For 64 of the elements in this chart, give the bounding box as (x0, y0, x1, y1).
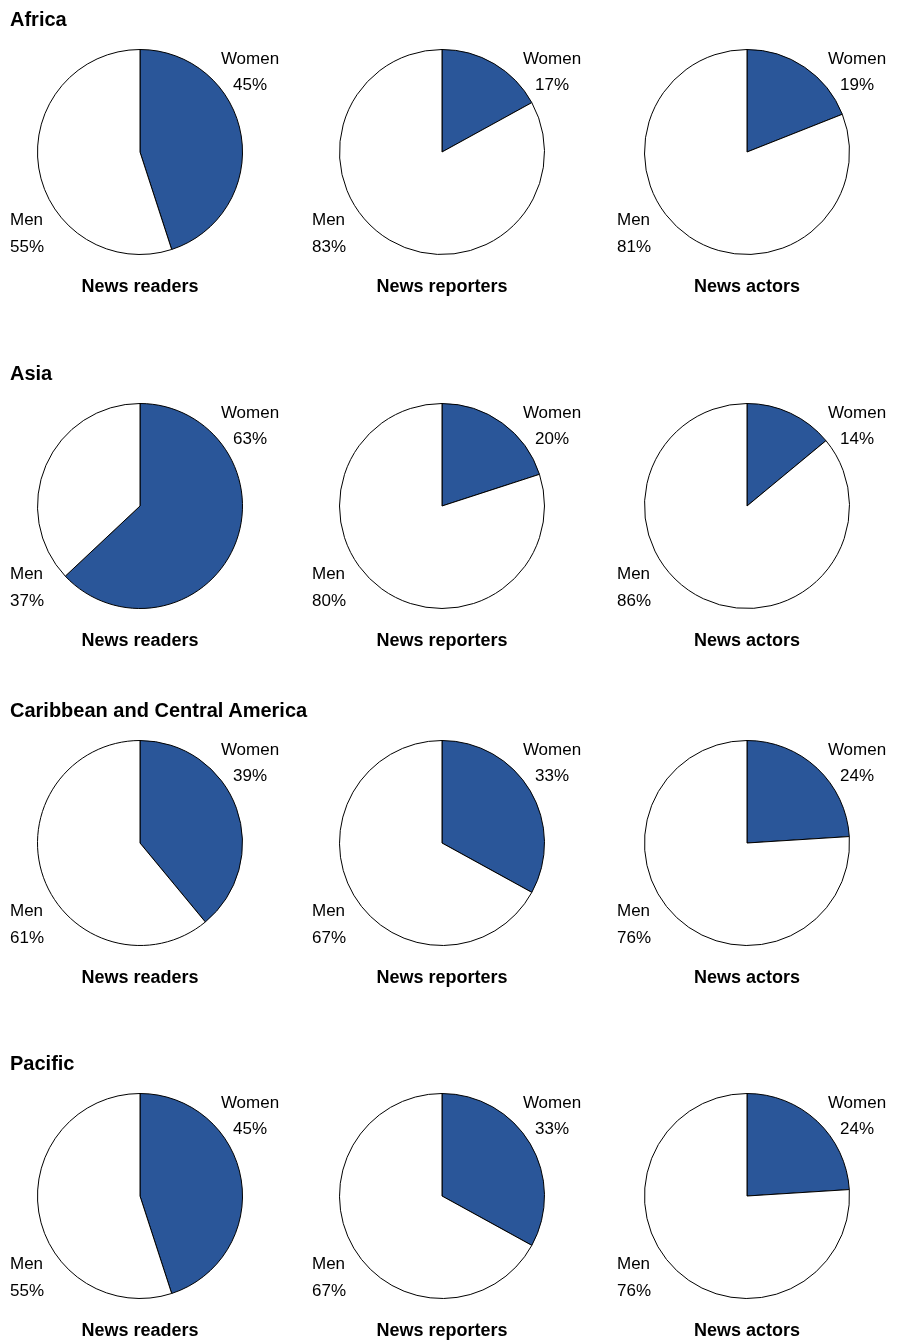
data-label: 33% (534, 1118, 570, 1138)
data-label: 55% (10, 1280, 45, 1300)
data-label: 86% (617, 590, 652, 610)
data-label: 45% (232, 74, 268, 94)
text: News readers (80, 276, 200, 297)
data-label: 67% (312, 1280, 347, 1300)
data-label: 55% (10, 236, 45, 256)
text: News reporters (375, 276, 509, 297)
slice-label: Men (617, 563, 651, 583)
slice-label: Men (10, 900, 44, 920)
slice-label: Men (617, 1253, 651, 1273)
data-label: 19% (839, 74, 875, 94)
text: News readers (80, 1320, 200, 1341)
slice-label: Men (10, 1253, 44, 1273)
data-label: 45% (232, 1118, 268, 1138)
data-label: 83% (312, 236, 347, 256)
data-label: 76% (617, 927, 652, 947)
slice-label: Women (522, 402, 582, 422)
data-label: 17% (534, 74, 570, 94)
data-label: 67% (312, 927, 347, 947)
slice-label: Women (827, 48, 887, 68)
text: News readers (80, 630, 200, 651)
slice-label: Women (220, 48, 280, 68)
data-label: 33% (534, 765, 570, 785)
text: News actors (692, 276, 802, 297)
text: News reporters (375, 630, 509, 651)
slice-label: Women (522, 739, 582, 759)
data-label: 37% (10, 590, 45, 610)
data-label: 81% (617, 236, 652, 256)
slice-label: Men (617, 900, 651, 920)
data-label: 61% (10, 927, 45, 947)
slice-label: Women (827, 402, 887, 422)
slice-label: Women (827, 1092, 887, 1112)
slice-label: Men (312, 1253, 346, 1273)
slice-label: Men (617, 209, 651, 229)
slice-label: Women (220, 739, 280, 759)
chart-title: Pacific (10, 1052, 75, 1075)
data-label: 76% (617, 1280, 652, 1300)
slice-label: Men (10, 209, 44, 229)
data-label: 24% (839, 1118, 875, 1138)
slice-label: Women (220, 402, 280, 422)
text: News actors (692, 1320, 802, 1341)
data-label: 80% (312, 590, 347, 610)
chart-title: Caribbean and Central America (10, 699, 308, 722)
text: News readers (80, 967, 200, 988)
data-label: 20% (534, 428, 570, 448)
chart-title: Asia (10, 362, 53, 385)
text: News reporters (375, 967, 509, 988)
slice-label: Women (827, 739, 887, 759)
slice-label: Women (220, 1092, 280, 1112)
data-label: 63% (232, 428, 268, 448)
text: News actors (692, 630, 802, 651)
slice-label: Men (312, 563, 346, 583)
data-label: 39% (232, 765, 268, 785)
chart-title: Africa (10, 8, 67, 31)
slice-label: Men (312, 209, 346, 229)
data-label: 24% (839, 765, 875, 785)
slice-label: Women (522, 1092, 582, 1112)
slice-label: Women (522, 48, 582, 68)
text: News actors (692, 967, 802, 988)
data-label: 14% (839, 428, 875, 448)
text: News reporters (375, 1320, 509, 1341)
slice-label: Men (312, 900, 346, 920)
slice-label: Men (10, 563, 44, 583)
